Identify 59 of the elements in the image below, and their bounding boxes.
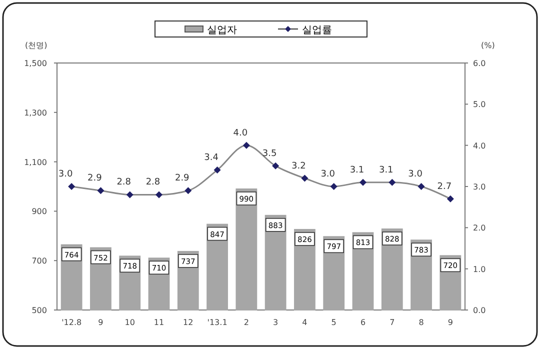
y2-tick-label: 6.0 — [473, 59, 486, 68]
x-tick-label: 12 — [183, 318, 194, 327]
x-tick-label: 5 — [331, 318, 336, 327]
data-label: 3.1 — [350, 165, 364, 176]
data-label: 3.0 — [320, 170, 336, 180]
x-tick-label: 9 — [98, 318, 104, 327]
x-tick-label: 11 — [154, 318, 164, 327]
y2-tick-label: 0.0 — [473, 306, 486, 315]
data-label: 3.4 — [204, 153, 219, 164]
point — [388, 178, 396, 186]
legend-label: 실업자 — [207, 25, 237, 36]
point — [156, 191, 162, 198]
point — [126, 191, 134, 198]
y-tick-label: 1,300 — [24, 108, 47, 118]
x-tick-label: 8 — [418, 318, 424, 327]
y2-axis-title: (%) — [481, 41, 495, 50]
point — [68, 183, 76, 190]
point — [272, 162, 280, 170]
point — [418, 183, 425, 190]
point — [330, 183, 338, 190]
data-label: 2.8 — [116, 178, 132, 188]
y2-tick-label: 1.0 — [473, 264, 486, 274]
data-label: 3.0 — [58, 170, 73, 180]
y2-tick-label: 4.0 — [473, 141, 486, 150]
x-tick-label: 3 — [273, 318, 278, 327]
x-tick-label: 2 — [244, 318, 249, 327]
x-tick-label: 10 — [124, 318, 135, 327]
data-label: 3.0 — [408, 170, 423, 180]
point — [360, 178, 366, 186]
legend-label: 실업률 — [302, 25, 332, 36]
data-label: 2.7 — [437, 182, 452, 192]
y-tick-label: 1,500 — [24, 59, 47, 68]
data-label: 4.0 — [233, 128, 248, 138]
x-tick-label: 4 — [302, 318, 308, 327]
data-label: 3.2 — [292, 161, 306, 172]
y2-tick-label: 2.0 — [473, 224, 486, 233]
y-axis-title: (천명) — [25, 41, 48, 50]
x-tick-label: '13.1 — [207, 318, 228, 327]
point — [214, 166, 221, 174]
x-tick-label: 7 — [390, 318, 395, 327]
y-tick-label: 500 — [32, 306, 47, 315]
y2-tick-label: 3.0 — [473, 182, 486, 192]
y-tick-label: 1,100 — [24, 158, 47, 167]
point — [242, 142, 250, 149]
point — [184, 187, 192, 194]
point — [97, 187, 104, 194]
x-tick-label: 9 — [448, 318, 453, 327]
point — [301, 174, 308, 182]
y-tick-label: 900 — [32, 207, 47, 216]
data-label: 2.8 — [146, 178, 160, 188]
data-label: 3.5 — [262, 148, 277, 159]
point — [446, 195, 454, 202]
x-tick-label: 6 — [360, 318, 366, 327]
data-label: 2.9 — [88, 174, 102, 184]
x-tick-label: '12.8 — [62, 318, 82, 327]
y2-tick-label: 5.0 — [473, 100, 486, 110]
data-label: 3.1 — [378, 165, 394, 176]
data-label: 2.9 — [174, 174, 190, 184]
y-tick-label: 700 — [32, 256, 47, 266]
